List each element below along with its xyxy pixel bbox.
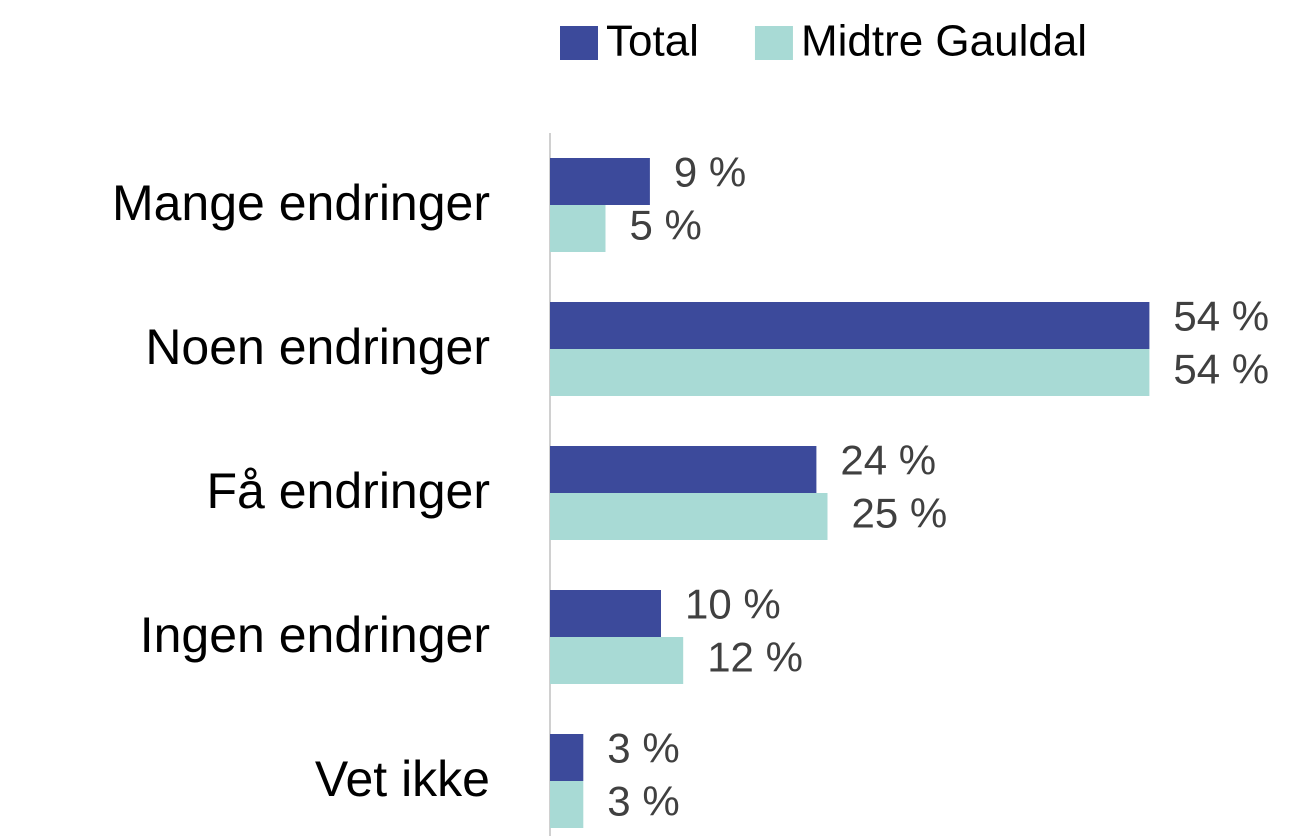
- category-label: Mange endringer: [112, 175, 490, 231]
- bar: [550, 158, 650, 205]
- bar: [550, 734, 584, 781]
- category-label: Noen endringer: [145, 319, 490, 375]
- bar: [550, 446, 817, 493]
- bar: [550, 349, 1150, 396]
- bar: [550, 637, 684, 684]
- bar: [550, 781, 584, 828]
- data-label: 24 %: [840, 437, 936, 484]
- data-label: 5 %: [630, 202, 702, 249]
- data-label: 9 %: [674, 149, 746, 196]
- data-label: 54 %: [1173, 293, 1269, 340]
- data-label: 10 %: [685, 581, 781, 628]
- category-label: Få endringer: [207, 463, 491, 519]
- data-label: 54 %: [1173, 346, 1269, 393]
- data-label: 12 %: [707, 634, 803, 681]
- category-label: Vet ikke: [315, 751, 490, 807]
- category-label: Ingen endringer: [140, 607, 490, 663]
- legend-swatch: [560, 26, 598, 60]
- legend-swatch: [754, 26, 793, 60]
- legend-label: Total: [606, 17, 699, 66]
- legend-label: Midtre Gauldal: [801, 17, 1087, 66]
- bar: [550, 493, 828, 540]
- data-label: 25 %: [852, 490, 948, 537]
- data-label: 3 %: [607, 725, 679, 772]
- bar: [550, 590, 661, 637]
- bar: [550, 205, 606, 252]
- bar: [550, 302, 1150, 349]
- data-label: 3 %: [607, 778, 679, 825]
